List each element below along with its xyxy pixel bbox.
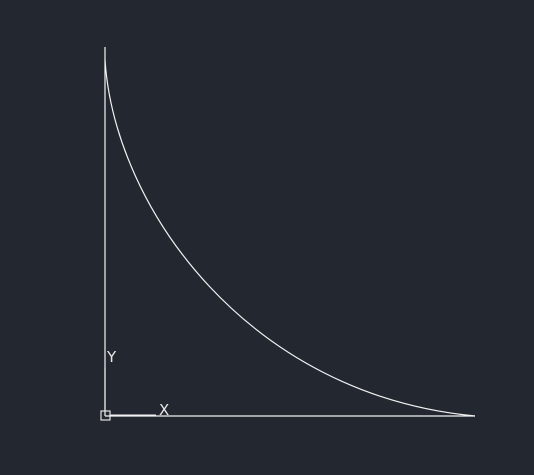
quarter-arc[interactable] — [104, 59, 476, 417]
ucs-icon: X Y — [100, 348, 169, 421]
ucs-y-label: Y — [106, 348, 117, 366]
ucs-x-label: X — [159, 401, 169, 419]
